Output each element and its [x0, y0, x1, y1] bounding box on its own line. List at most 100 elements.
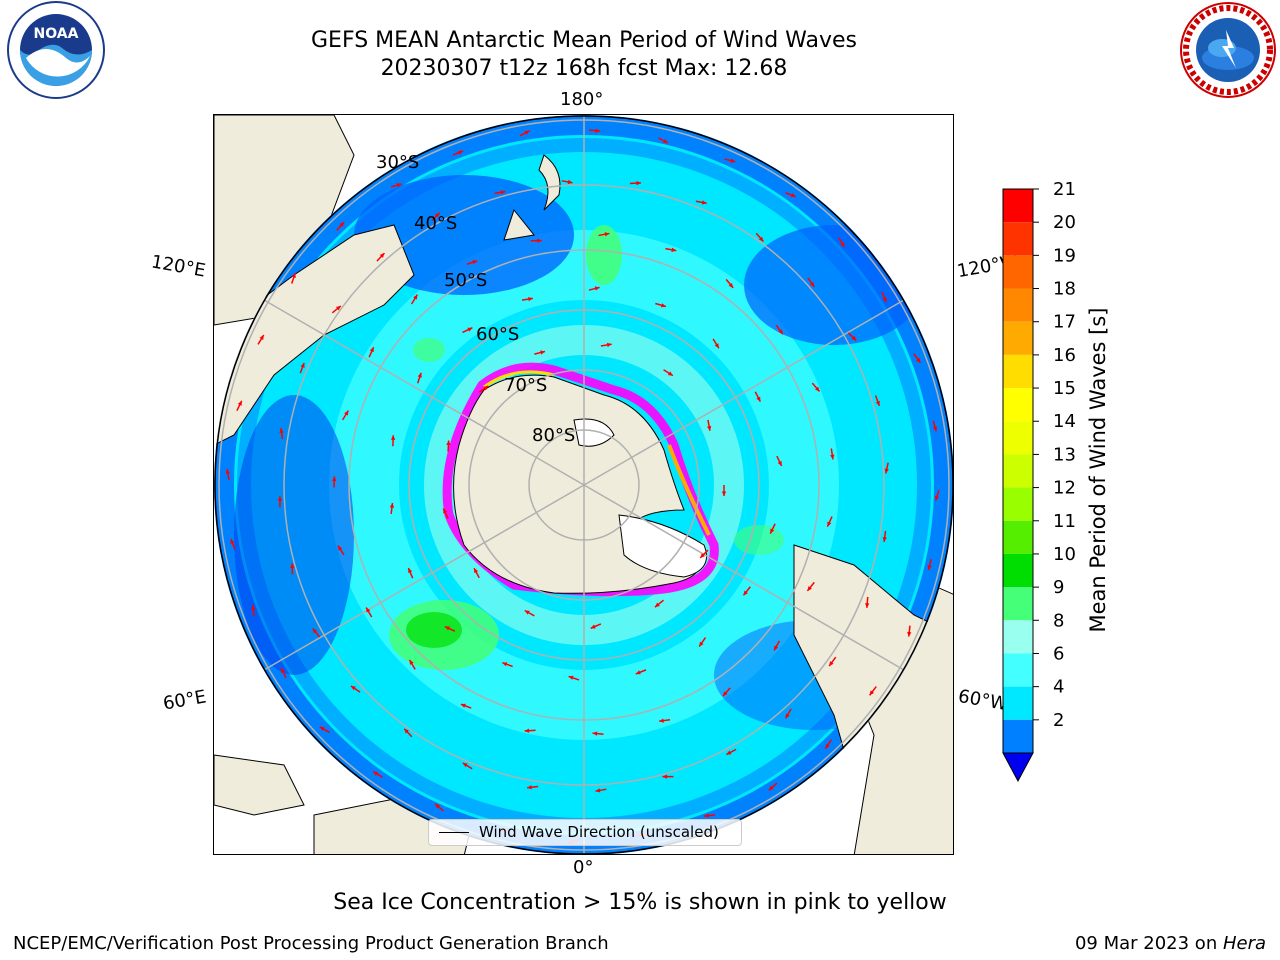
wave-direction-arrowhead: [390, 435, 396, 440]
colorbar-segment: [1003, 222, 1033, 256]
map-title: GEFS MEAN Antarctic Mean Period of Wind …: [311, 28, 857, 53]
lat-label-80s: 80°S: [532, 425, 576, 446]
legend-line-sample: [439, 832, 469, 833]
wave-direction-arrowhead: [369, 347, 374, 353]
noaa-logo-icon: NOAA: [7, 1, 105, 99]
wave-direction-arrowhead: [595, 788, 601, 793]
wave-direction-arrowhead: [840, 242, 845, 248]
map-subtitle: 20230307 t12z 168h fcst Max: 12.68: [380, 56, 788, 81]
colorbar-segment: [1003, 388, 1033, 422]
wave-direction-arrowhead: [291, 273, 296, 279]
wave-direction-arrowhead: [825, 743, 830, 749]
colorbar-graphic: 21 20 19 18 17 16 15 14 13 12 11 10 9 8 6 4 2: [1002, 179, 1076, 783]
wave-direction-arrowhead: [635, 670, 641, 675]
wave-direction-arrowhead: [699, 641, 704, 647]
wave-direction-arrowhead: [524, 728, 530, 733]
colorbar-segment: [1003, 454, 1033, 488]
wave-direction-arrowhead: [778, 329, 783, 335]
wave-direction-arrowhead: [417, 372, 422, 378]
colorbar-tick-label: 14: [1053, 411, 1076, 432]
footer-date: 09 Mar 2023 on Hera: [1075, 933, 1266, 954]
colorbar-segment: [1003, 719, 1033, 753]
wave-direction-arrowhead: [604, 232, 610, 237]
wave-direction-arrowhead: [467, 327, 473, 332]
wave-direction-arrowhead: [659, 718, 664, 723]
wave-direction-arrowhead: [726, 750, 732, 755]
wave-direction-arrowhead: [336, 305, 341, 311]
wave-direction-arrowhead: [474, 568, 479, 574]
wave-direction-arrowhead: [277, 496, 283, 501]
wave-direction-arrowhead: [865, 603, 870, 608]
wind-wave-arrows: [225, 128, 940, 844]
wave-direction-arrowhead: [409, 659, 414, 665]
wave-direction-arrowhead: [722, 691, 728, 697]
wave-direction-arrowhead: [413, 294, 418, 300]
wave-direction-arrowhead: [446, 440, 451, 446]
lon-label-60w: 60°W: [956, 685, 1010, 716]
colorbar-segment: [1003, 487, 1033, 521]
colorbar-segment: [1003, 520, 1033, 554]
colorbar-tick-label: 13: [1053, 444, 1076, 465]
lon-label-120e: 120°E: [149, 251, 208, 282]
lat-label-40s: 40°S: [414, 213, 458, 234]
wave-direction-arrowhead: [300, 362, 305, 368]
wave-direction-arrowhead: [290, 563, 295, 568]
nws-logo-icon: [1180, 2, 1276, 98]
colorbar-tick-label: 15: [1053, 378, 1076, 399]
wave-direction-arrowhead: [458, 150, 464, 155]
wave-direction-arrowhead: [319, 726, 325, 732]
wave-direction-arrowhead: [389, 503, 395, 508]
graticule: [218, 115, 950, 854]
colorbar-segment: [1003, 189, 1033, 223]
wave-direction-arrowhead: [251, 605, 256, 610]
wave-direction-arrowhead: [756, 396, 761, 402]
map-legend: Wind Wave Direction (unscaled): [428, 819, 742, 846]
colorbar-segment: [1003, 587, 1033, 621]
colorbar-tick-label: 16: [1053, 345, 1076, 366]
wave-direction-arrowhead: [462, 762, 468, 768]
colorbar-segment: [1003, 620, 1033, 654]
wave-direction-arrowhead: [875, 400, 880, 406]
wave-direction-arrowhead: [743, 590, 748, 596]
wave-direction-arrowhead: [337, 545, 343, 551]
wave-direction-arrowhead: [777, 460, 782, 466]
colorbar-tick-label: 17: [1053, 312, 1076, 333]
wave-direction-arrowhead: [636, 180, 641, 186]
legend-label: Wind Wave Direction (unscaled): [479, 823, 719, 841]
colorbar-tick-label: 11: [1053, 511, 1076, 532]
wave-direction-arrowhead: [443, 508, 448, 514]
colorbar-segment: [1003, 288, 1033, 322]
colorbar-tick-label: 6: [1053, 643, 1064, 664]
wave-direction-arrowhead: [932, 426, 938, 432]
wave-direction-arrowhead: [592, 731, 598, 736]
colorbar-tick-label: 9: [1053, 577, 1064, 598]
colorbar-segment: [1003, 421, 1033, 455]
lon-label-180: 180°: [560, 89, 604, 110]
wave-direction-arrowhead: [827, 521, 832, 527]
colorbar: 21 20 19 18 17 16 15 14 13 12 11 10 9 8 6 4 2: [1002, 179, 1076, 783]
colorbar-tick-label: 4: [1053, 677, 1064, 698]
colorbar-outline: [1002, 188, 1034, 753]
wave-direction-arrowhead: [814, 386, 820, 392]
wave-direction-arrowhead: [721, 491, 727, 496]
wave-direction-arrowhead: [934, 495, 940, 501]
polar-map: [214, 115, 953, 854]
wave-direction-arrowhead: [790, 193, 796, 198]
wave-direction-arrowhead: [568, 675, 574, 680]
wave-direction-arrowhead: [379, 253, 385, 258]
wave-direction-arrowhead: [237, 400, 242, 406]
wave-direction-arrowhead: [528, 296, 533, 302]
wave-direction-arrowhead: [408, 568, 413, 574]
wave-direction-arrowhead: [366, 607, 371, 613]
wave-direction-arrowhead: [882, 297, 887, 303]
wave-direction-arrowhead: [730, 158, 736, 163]
lat-label-70s: 70°S: [504, 375, 548, 396]
colorbar-tick-label: 18: [1053, 279, 1076, 300]
wave-direction-arrowhead: [714, 343, 719, 349]
wave-direction-arrowhead: [595, 128, 601, 133]
colorbar-segment: [1003, 686, 1033, 720]
wave-direction-arrowhead: [312, 628, 318, 634]
wave-direction-arrowhead: [671, 247, 677, 252]
sea-ice-note: Sea Ice Concentration > 15% is shown in …: [333, 890, 947, 915]
colorbar-extend-arrow: [1002, 752, 1034, 783]
